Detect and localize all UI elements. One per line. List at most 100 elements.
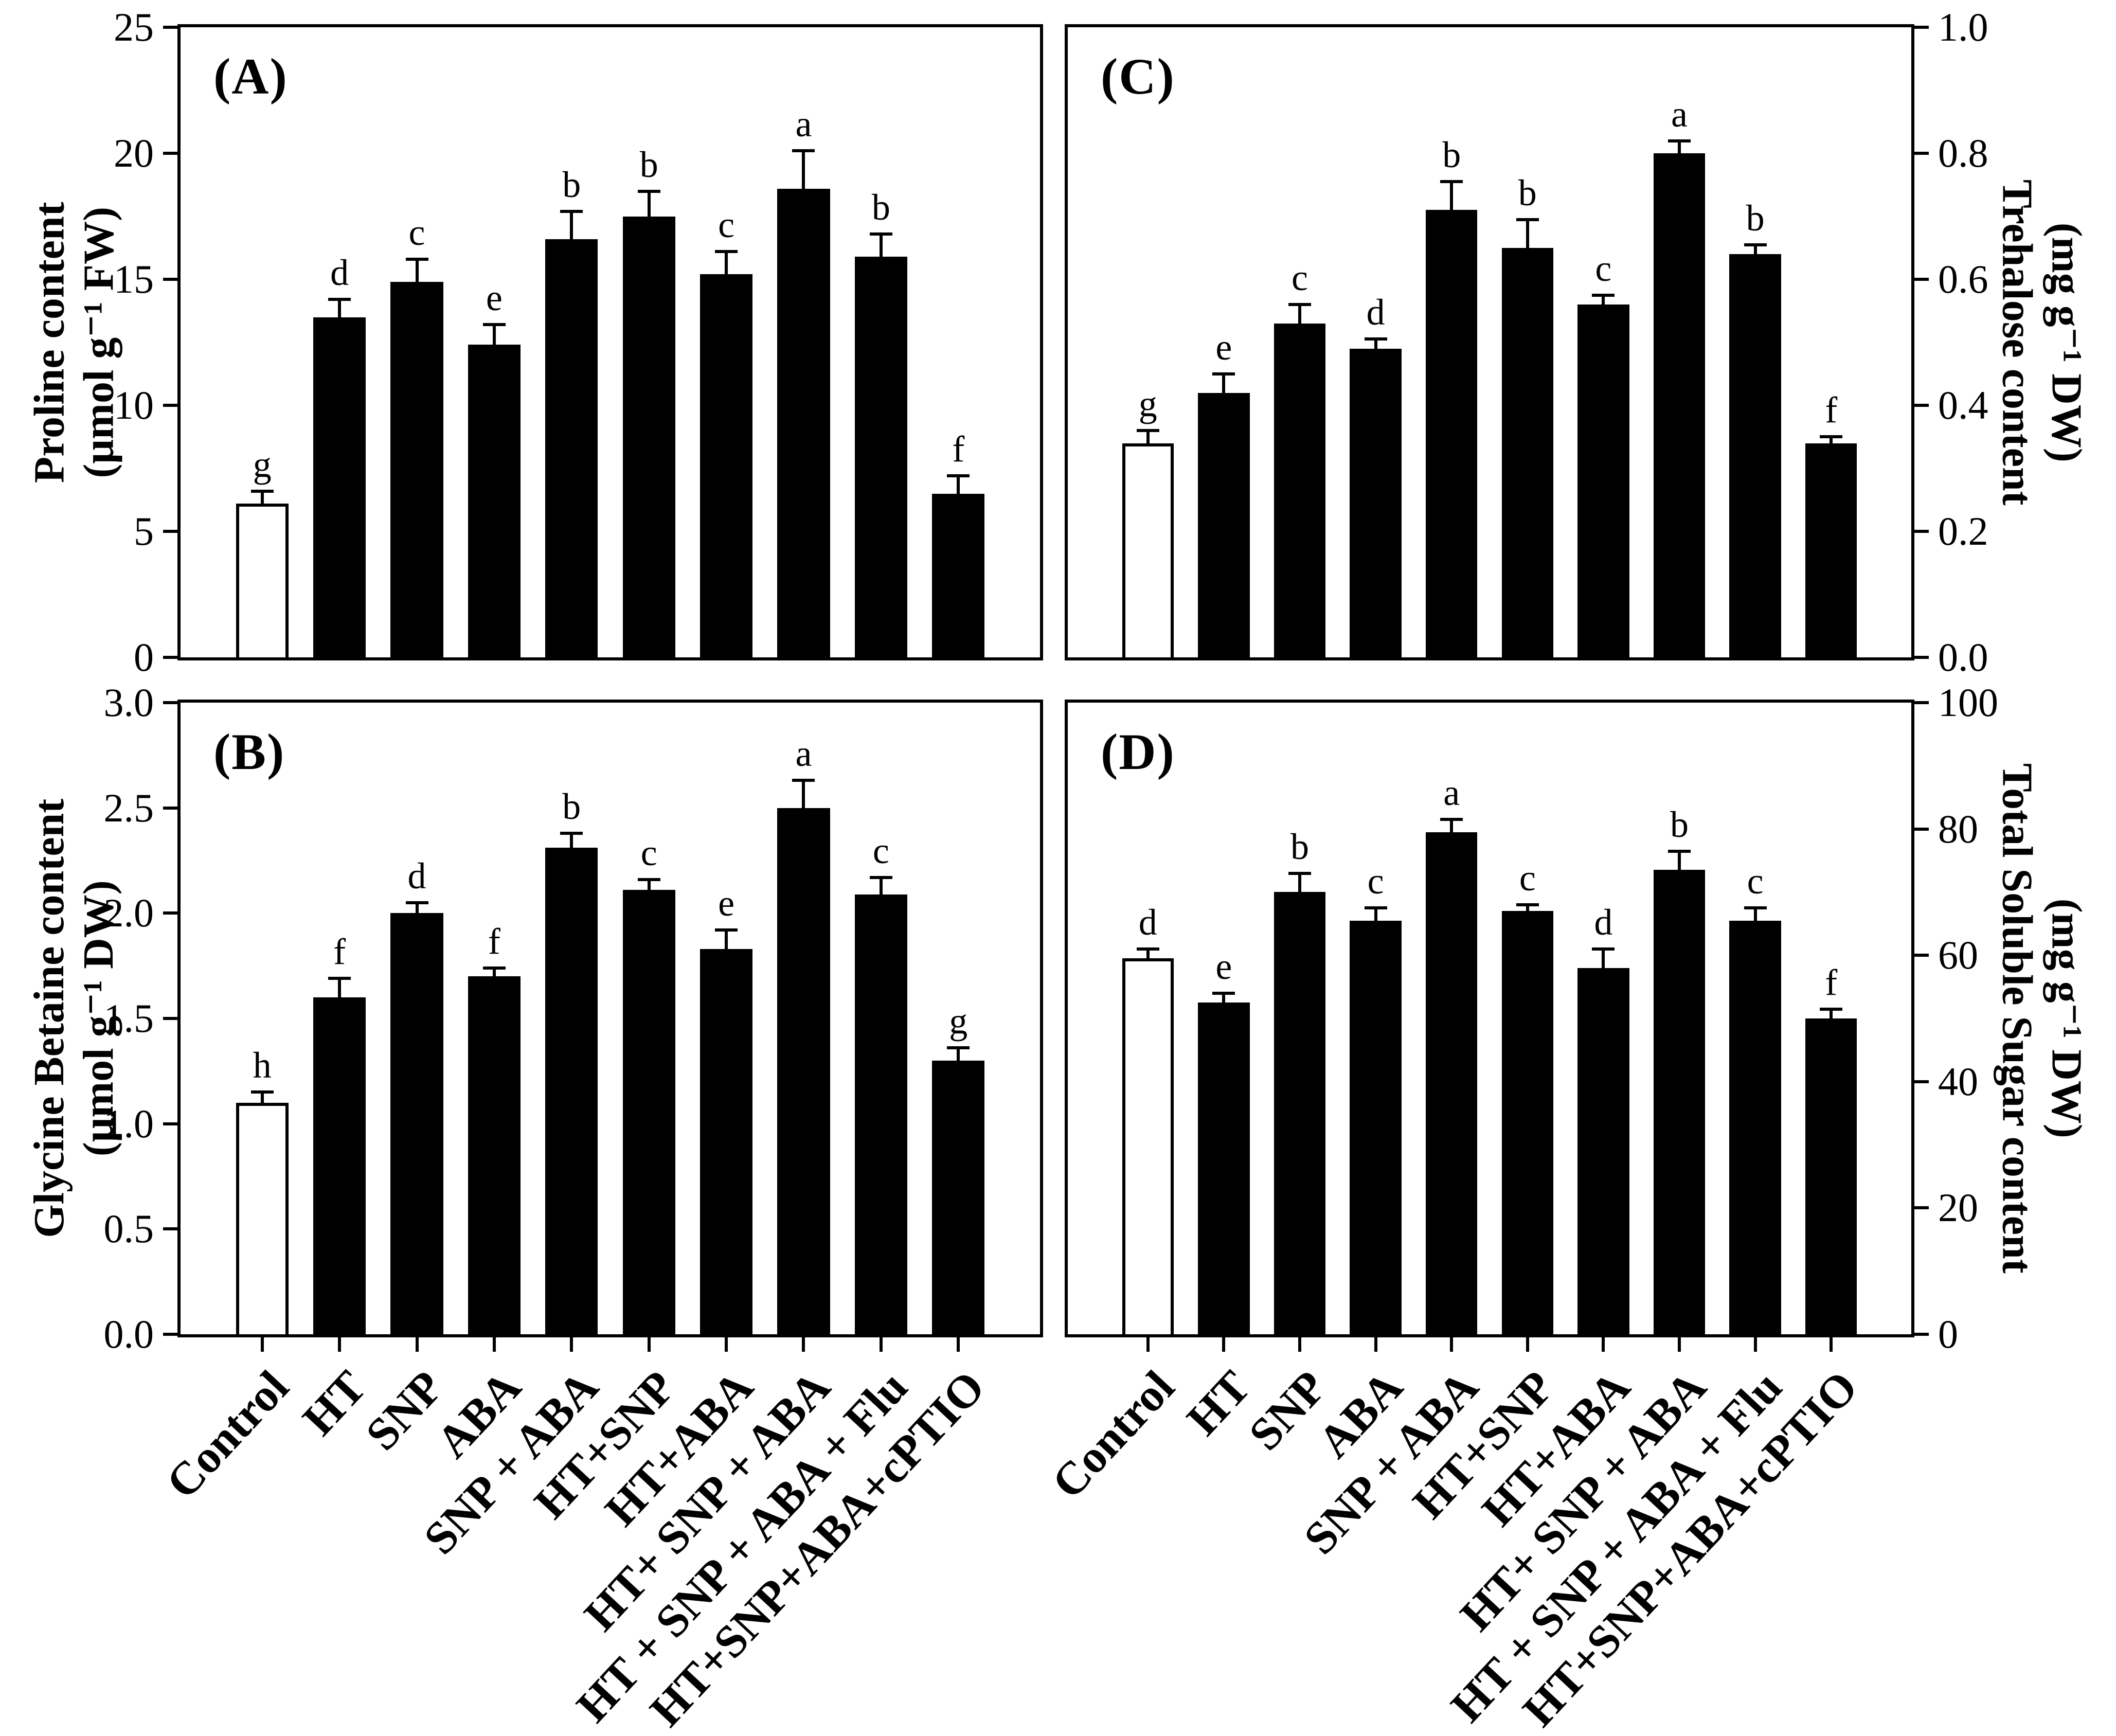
panel-letter-d: (D) <box>1101 723 1175 780</box>
significance-letter: f <box>1825 389 1838 431</box>
x-tick-mark <box>1146 1337 1150 1352</box>
error-bar-cap <box>405 257 428 261</box>
significance-letter: f <box>1825 961 1838 1003</box>
significance-letter: c <box>872 830 889 871</box>
y-tick-label: 10 <box>114 383 154 427</box>
error-bar-cap <box>1136 429 1159 432</box>
error-bar-cap <box>560 209 583 213</box>
y-tick-mark <box>1914 1206 1929 1210</box>
error-bar-cap <box>869 232 892 236</box>
bar-HT+ABA <box>700 274 753 657</box>
x-tick-mark <box>492 1337 496 1352</box>
bar-HT+ SNP + ABA <box>1653 870 1706 1334</box>
x-tick-mark <box>802 1337 805 1352</box>
bar-HT+SNP+ABA+cPTIO <box>1805 443 1857 657</box>
error-bar <box>1374 339 1377 349</box>
error-bar-cap <box>1440 180 1463 184</box>
plot-area-c: (C) g e c d b b c a b f <box>1065 24 1914 660</box>
error-bar <box>1298 873 1301 892</box>
x-tick-mark <box>1526 1337 1529 1352</box>
significance-letter: e <box>718 883 735 924</box>
error-bar <box>957 476 960 494</box>
significance-letter: a <box>795 733 812 775</box>
significance-letter: c <box>1292 257 1308 298</box>
significance-letter: f <box>488 920 500 962</box>
error-bar-cap <box>250 1090 274 1094</box>
significance-letter: d <box>330 252 349 294</box>
panel-letter-b: (B) <box>213 723 285 780</box>
bar-HT+SNP <box>622 216 675 657</box>
error-bar-cap <box>328 298 351 301</box>
significance-letter: g <box>253 443 272 485</box>
x-tick-mark <box>879 1337 883 1352</box>
significance-letter: e <box>486 277 503 319</box>
error-bar <box>260 491 264 504</box>
y-tick-label: 0.4 <box>1938 383 1988 427</box>
bar-HT+ABA <box>700 948 753 1334</box>
bar-HT+SNP <box>1501 247 1553 657</box>
significance-letter: b <box>562 164 581 205</box>
error-bar-cap <box>715 250 738 254</box>
error-bar-cap <box>560 831 583 835</box>
error-bar-cap <box>1440 818 1463 821</box>
error-bar <box>802 780 805 808</box>
error-bar <box>1678 140 1681 153</box>
significance-letter: g <box>949 1000 968 1042</box>
error-bar-cap <box>250 489 274 493</box>
y-tick-mark <box>1914 278 1929 281</box>
error-bar <box>1222 993 1226 1003</box>
significance-letter: c <box>640 832 657 873</box>
bar-SNP + ABA <box>1426 832 1478 1334</box>
y-tick-mark <box>163 1333 177 1336</box>
y-tick-mark <box>163 530 177 533</box>
significance-letter: d <box>407 855 426 897</box>
bar-HT+SNP+ABA+cPTIO <box>932 493 985 657</box>
significance-letter: b <box>1670 803 1689 845</box>
significance-letter: c <box>408 211 425 253</box>
bar-HT <box>1198 392 1250 657</box>
error-bar-cap <box>637 189 660 193</box>
error-bar <box>647 191 651 217</box>
error-bar-cap <box>1516 218 1539 221</box>
bar-HT <box>1198 1003 1250 1334</box>
error-bar-cap <box>792 149 815 153</box>
y-tick-label: 20 <box>114 131 154 175</box>
y-tick-label: 60 <box>1938 933 1978 978</box>
x-tick-mark <box>957 1337 960 1352</box>
error-bar-cap <box>1592 293 1615 297</box>
y-tick-label: 25 <box>114 5 154 49</box>
bar-HT+ SNP + ABA <box>1653 153 1706 657</box>
x-tick-mark <box>1753 1337 1757 1352</box>
significance-letter: f <box>952 428 965 470</box>
error-bar-cap <box>1668 849 1691 853</box>
error-bar <box>879 234 883 257</box>
four-panel-bar-figure: (A) g d c e b b c a b f Proline content (μmol g⁻¹… <box>7 5 2091 1736</box>
error-bar <box>570 211 573 239</box>
significance-letter: e <box>1215 945 1232 987</box>
significance-letter: b <box>1290 826 1309 867</box>
y-tick-label: 15 <box>114 257 154 301</box>
y-tick-mark <box>1914 530 1929 533</box>
error-bar-cap <box>482 323 506 327</box>
y-tick-mark <box>163 701 177 704</box>
error-bar <box>1146 431 1150 443</box>
bar-HT+ SNP + ABA <box>777 808 830 1334</box>
y-tick-mark <box>1914 404 1929 407</box>
y-tick-label: 3.0 <box>103 680 154 725</box>
error-bar <box>415 259 419 282</box>
error-bar-cap <box>1288 303 1311 306</box>
x-tick-mark <box>647 1337 651 1352</box>
y-axis-title-a: Proline content (μmol g⁻¹ FW) <box>7 24 141 660</box>
bar-ABA <box>1350 920 1402 1334</box>
y-tick-label: 5 <box>134 509 154 553</box>
x-tick-mark <box>1222 1337 1226 1352</box>
error-bar-cap <box>947 1046 970 1050</box>
y-tick-mark <box>163 656 177 659</box>
y-tick-label: 40 <box>1938 1059 1978 1104</box>
error-bar-cap <box>1592 947 1615 951</box>
y-tick-label: 20 <box>1938 1185 1978 1230</box>
error-bar-cap <box>1364 906 1387 910</box>
y-tick-label: 0.0 <box>1938 635 1988 679</box>
bar-SNP + ABA <box>1426 210 1478 657</box>
error-bar-cap <box>1820 1007 1843 1011</box>
